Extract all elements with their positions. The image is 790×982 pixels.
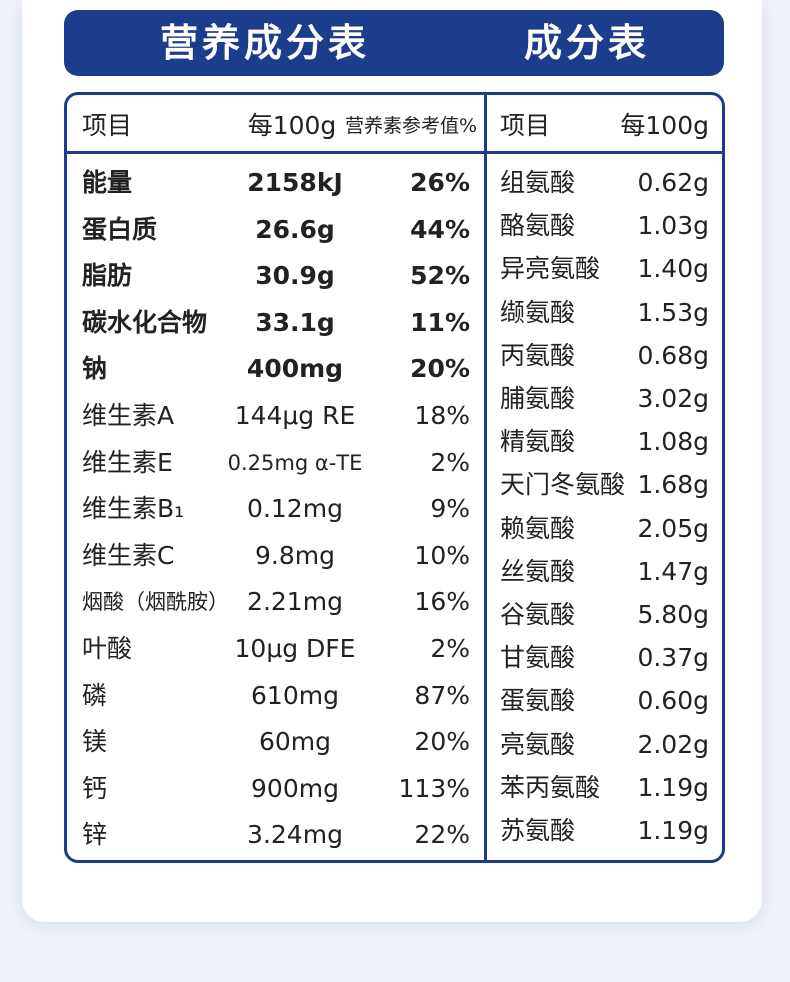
- column-header: 项目: [500, 111, 551, 140]
- cell: 10%: [414, 540, 470, 570]
- cell: 1.08g: [637, 427, 709, 457]
- cell: 0.60g: [637, 686, 709, 716]
- cell: 87%: [414, 680, 470, 710]
- cell: 蛋氨酸: [500, 686, 576, 716]
- cell: 9%: [430, 494, 470, 524]
- cell: 0.62g: [637, 168, 709, 197]
- cell: 亮氨酸: [500, 729, 576, 759]
- cell: 33.1g: [255, 307, 335, 337]
- cell: 0.37g: [637, 643, 709, 673]
- cell: 10μg DFE: [234, 634, 356, 663]
- cell: 60mg: [258, 727, 332, 757]
- cell: 5.80g: [637, 600, 709, 629]
- cell: 苏氨酸: [500, 816, 576, 845]
- cell: 2.21mg: [247, 587, 343, 617]
- cell: 20%: [414, 727, 470, 757]
- cell: 异亮氨酸: [500, 254, 601, 284]
- cell: 16%: [414, 587, 470, 617]
- cell: 丙氨酸: [500, 340, 576, 370]
- title: 成分表: [524, 21, 651, 65]
- column-header: 每100g: [620, 111, 709, 140]
- cell: 脯氨酸: [500, 384, 576, 413]
- cell: 1.19g: [637, 772, 709, 802]
- cell: 30.9g: [255, 261, 335, 291]
- cell: 钙: [82, 773, 108, 803]
- cell: 维生素B₁: [82, 494, 185, 524]
- divider: [484, 92, 487, 863]
- cell: 锌: [82, 820, 108, 850]
- column-header: 每100g: [247, 111, 337, 140]
- cell: 赖氨酸: [500, 513, 576, 543]
- cell: 组氨酸: [500, 168, 576, 197]
- cell: 2.02g: [637, 729, 709, 759]
- cell: 2%: [430, 634, 470, 663]
- cell: 22%: [414, 820, 470, 850]
- cell: 苯丙氨酸: [500, 772, 601, 802]
- cell: 磷: [82, 680, 108, 710]
- cell: 11%: [410, 307, 470, 337]
- cell: 1.53g: [637, 297, 709, 327]
- cell: 1.40g: [637, 254, 709, 284]
- cell: 镁: [82, 727, 108, 757]
- cell: 天门冬氨酸: [500, 470, 626, 500]
- cell: 26%: [410, 168, 470, 197]
- cell: 610mg: [251, 680, 339, 710]
- cell: 1.68g: [637, 470, 709, 500]
- cell: 2.05g: [637, 513, 709, 543]
- cell: 甘氨酸: [500, 643, 576, 673]
- title-banner: 营养成分表 成分表: [64, 10, 724, 76]
- cell: 18%: [414, 401, 470, 430]
- cell: 缬氨酸: [500, 297, 576, 327]
- cell: 400mg: [246, 354, 344, 384]
- cell: 26.6g: [255, 214, 335, 244]
- cell: 144μg RE: [234, 401, 356, 430]
- cell: 脂肪: [82, 261, 133, 291]
- cell: 900mg: [251, 773, 339, 803]
- cell: 1.03g: [637, 211, 709, 241]
- cell: 酪氨酸: [500, 211, 576, 241]
- cell: 烟酸（烟酰胺）: [82, 590, 229, 615]
- cell: 维生素C: [82, 540, 175, 570]
- cell: 113%: [398, 773, 470, 803]
- cell: 维生素A: [82, 401, 175, 430]
- cell: 52%: [410, 261, 470, 291]
- cell: 钠: [82, 354, 108, 384]
- cell: 维生素E: [82, 447, 173, 477]
- cell: 谷氨酸: [500, 600, 576, 629]
- cell: 能量: [82, 168, 133, 197]
- column-header: 营养素参考值%: [344, 115, 477, 137]
- cell: 0.68g: [637, 340, 709, 370]
- table-frame: [64, 92, 725, 863]
- cell: 0.25mg α-TE: [227, 450, 363, 475]
- divider: [64, 151, 725, 154]
- cell: 1.47g: [637, 556, 709, 586]
- title: 营养成分表: [160, 21, 371, 65]
- cell: 20%: [410, 354, 470, 384]
- cell: 蛋白质: [82, 214, 158, 244]
- cell: 丝氨酸: [500, 556, 576, 586]
- cell: 0.12mg: [247, 494, 343, 524]
- column-header: 项目: [82, 111, 133, 140]
- cell: 9.8mg: [255, 540, 335, 570]
- cell: 3.02g: [637, 384, 709, 413]
- cell: 1.19g: [637, 816, 709, 845]
- cell: 3.24mg: [247, 820, 343, 850]
- cell: 碳水化合物: [82, 307, 208, 337]
- cell: 精氨酸: [500, 427, 576, 457]
- cell: 叶酸: [82, 634, 133, 663]
- cell: 44%: [410, 214, 470, 244]
- cell: 2%: [430, 447, 470, 477]
- cell: 2158kJ: [247, 168, 343, 197]
